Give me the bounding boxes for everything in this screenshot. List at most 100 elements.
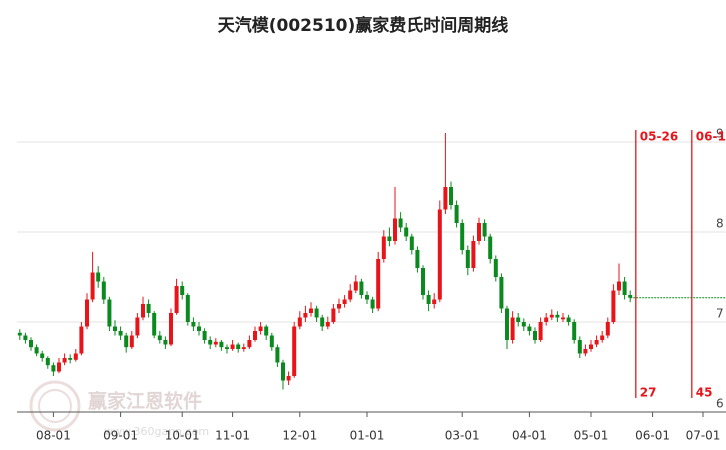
candle-body — [57, 362, 61, 372]
candle-body — [415, 250, 420, 268]
candle-body — [600, 335, 605, 340]
candle-body — [79, 326, 84, 354]
cycle-date: 06-19 — [696, 130, 726, 144]
candle-body — [617, 281, 621, 291]
candle-body — [325, 322, 330, 327]
candle-body — [628, 295, 633, 298]
candle-body — [45, 358, 50, 366]
candle-body — [409, 236, 414, 250]
candle-body — [281, 362, 285, 381]
candle-body — [594, 340, 599, 345]
candle-body — [135, 317, 140, 336]
candle-body — [443, 187, 448, 210]
candle-body — [544, 317, 549, 322]
candle-body — [404, 227, 409, 237]
candle-body — [353, 281, 358, 291]
y-tick-label: 8 — [716, 217, 724, 231]
candle-body — [622, 281, 627, 295]
candle-body — [465, 250, 470, 268]
x-tick-label: 04-01 — [512, 429, 547, 443]
candle-body — [516, 317, 521, 322]
candle-body — [577, 340, 582, 354]
candle-body — [376, 259, 381, 309]
candle-body — [387, 236, 392, 241]
candle-body — [141, 304, 145, 318]
candle-body — [129, 335, 134, 348]
x-tick-label: 05-01 — [574, 429, 609, 443]
candle-body — [208, 340, 213, 345]
watermark-name: 赢家江恩软件 — [88, 390, 202, 413]
x-tick-label: 06-01 — [635, 429, 670, 443]
candle-body — [393, 218, 397, 241]
candle-body — [253, 331, 257, 340]
candle-body — [191, 322, 196, 327]
candle-body — [314, 308, 319, 318]
candle-body — [471, 241, 476, 268]
candle-body — [157, 335, 162, 340]
candle-body — [303, 313, 308, 318]
x-tick-label: 03-01 — [445, 429, 480, 443]
watermark-logo — [29, 380, 81, 432]
watermark-logo-inner — [38, 389, 72, 423]
candle-body — [477, 223, 481, 241]
candle-body — [247, 340, 252, 348]
candle-body — [68, 358, 73, 360]
cycle-date: 05-26 — [640, 130, 678, 144]
candle-body — [320, 317, 325, 327]
candle-body — [297, 317, 302, 327]
candle-body — [538, 322, 543, 340]
candle-body — [146, 304, 151, 313]
candle-body — [124, 335, 129, 348]
candle-body — [482, 223, 487, 237]
candle-body — [365, 295, 369, 300]
candle-body — [241, 347, 246, 349]
candle-body — [510, 317, 515, 340]
candle-body — [499, 277, 504, 309]
candle-body — [437, 209, 442, 300]
candle-body — [398, 218, 403, 228]
candle-body — [118, 331, 123, 336]
candle-body — [342, 299, 347, 304]
candle-body — [230, 344, 235, 349]
candle-body — [275, 347, 280, 363]
candle-body — [370, 299, 375, 309]
cycle-count: 27 — [640, 386, 657, 400]
candle-body — [605, 322, 610, 336]
candle-body — [337, 304, 341, 309]
candle-body — [185, 295, 190, 322]
candle-body — [269, 335, 274, 348]
candle-body — [236, 344, 241, 349]
candle-body — [449, 187, 453, 205]
candle-body — [292, 326, 297, 376]
x-tick-label: 08-01 — [36, 429, 71, 443]
candle-body — [23, 335, 28, 340]
candle-body — [533, 331, 537, 340]
candle-body — [180, 286, 185, 295]
candle-body — [549, 314, 554, 318]
y-tick-label: 9 — [716, 127, 724, 141]
candle-body — [381, 236, 386, 259]
candle-body — [34, 347, 39, 354]
y-tick-label: 6 — [716, 397, 724, 411]
candle-body — [521, 322, 526, 327]
x-tick-label: 11-01 — [215, 429, 250, 443]
chart-title: 天汽模(002510)赢家费氏时间周期线 — [218, 15, 509, 36]
candle-body — [286, 376, 291, 381]
candle-body — [62, 358, 67, 363]
candle-body — [432, 299, 437, 304]
candle-body — [40, 353, 45, 358]
candle-body — [202, 331, 207, 340]
x-tick-label: 01-01 — [350, 429, 385, 443]
candle-body — [583, 349, 588, 354]
candle-body — [454, 205, 459, 223]
candle-body — [225, 347, 229, 349]
candle-body — [174, 286, 179, 313]
candle-body — [29, 340, 33, 348]
candle-body — [309, 308, 313, 313]
candle-body — [264, 326, 269, 336]
x-tick-label: 10-01 — [165, 429, 200, 443]
x-tick-label: 07-01 — [686, 429, 721, 443]
candle-body — [101, 281, 106, 300]
candle-body — [85, 299, 89, 327]
